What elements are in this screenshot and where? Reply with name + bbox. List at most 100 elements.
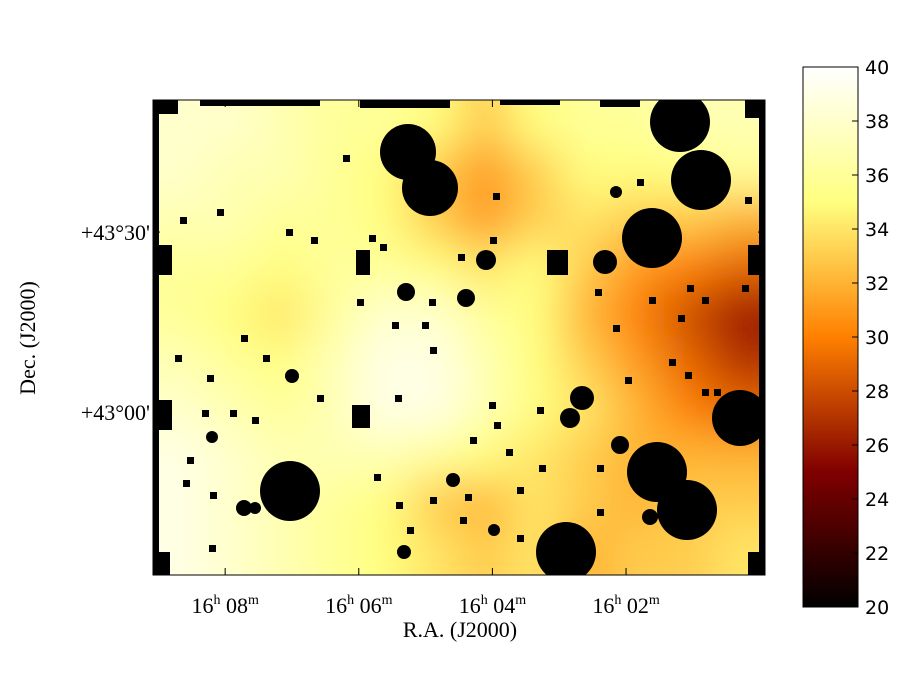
colorbar-tick-label: 36 [865,165,889,187]
x-tick-label-part: m [649,593,660,608]
x-tick-label: 16h 06m [325,593,393,618]
y-tick-label: +43°30' [81,220,150,245]
heat-cell [306,527,358,575]
x-tick-label-part: m [248,593,259,608]
heat-cell [255,527,307,575]
heat-cell [714,480,765,528]
x-tick-label-part: m [382,593,393,608]
x-tick-label-part: h [481,593,488,608]
heat-cell [612,337,664,386]
heat-cell [204,385,256,433]
heat-cell [510,195,562,243]
heat-cell [153,432,205,481]
x-tick-label-part: 08 [220,593,248,618]
heat-cell [408,385,460,433]
heat-cell [510,147,562,196]
heat-cell [510,290,562,338]
x-tick-label-part: 16 [325,593,347,618]
heat-cell [459,337,511,386]
heat-cell [204,195,256,243]
x-tick-label-part: 16 [191,593,213,618]
heat-cell [255,147,307,196]
heat-cell [510,100,562,148]
heat-cell [153,147,205,196]
source-masks [153,100,765,575]
heat-cell [663,527,715,575]
heat-cell [255,195,307,243]
x-tick-label-part: 16 [592,593,614,618]
heat-cell [714,337,765,386]
heat-cell [306,385,358,433]
heat-cell [714,290,765,338]
heat-cell [612,527,664,575]
heat-cell [510,385,562,433]
x-tick-label-part: 06 [354,593,382,618]
x-tick-label-part: h [614,593,621,608]
heat-cell [612,385,664,433]
heat-cell [459,480,511,528]
x-tick-label-part: 16 [459,593,481,618]
colorbar-tick-label: 26 [865,435,889,457]
heat-cell [357,195,409,243]
heat-cell [357,432,409,481]
heat-cell [306,290,358,338]
x-tick-label: 16h 02m [592,593,660,618]
colorbar-tick-label: 32 [865,273,889,295]
heat-cell [153,480,205,528]
heat-cell [510,432,562,481]
heat-cell [408,290,460,338]
heat-cell [153,290,205,338]
heat-cell [408,527,460,575]
colorbar-tick-label: 40 [865,57,889,79]
heat-cell [408,432,460,481]
heat-cell [408,337,460,386]
map-frame [152,99,766,576]
heat-cell [306,100,358,148]
heat-cell [255,337,307,386]
colorbar-tick-label: 28 [865,381,889,403]
y-tick-label: +43°00' [81,400,150,425]
heat-cell [561,337,613,386]
heat-cell [306,195,358,243]
heat-cell [459,100,511,148]
x-tick-label: 16h 04m [459,593,527,618]
y-axis-label: Dec. (J2000) [15,281,40,395]
heat-cell [306,432,358,481]
heat-cell [459,527,511,575]
heat-cell [255,290,307,338]
heat-cell [306,147,358,196]
heat-cell [561,480,613,528]
heat-cell [459,195,511,243]
x-tick-label: 16h 08m [191,593,259,618]
x-tick-label-part: 02 [621,593,649,618]
map [153,100,765,575]
heat-cells [153,100,765,575]
heat-cell [459,432,511,481]
heat-cell [306,337,358,386]
x-tick-label-part: 04 [488,593,516,618]
colorbar-tick-label: 20 [865,597,889,619]
heat-cell [306,242,358,291]
heat-cell [561,100,613,148]
colorbar-tick-label: 22 [865,543,889,565]
heat-cell [255,100,307,148]
colorbar-tick-label: 34 [865,219,889,241]
colorbar [802,66,859,608]
colorbar-tick-label: 30 [865,327,889,349]
colorbar-tick-label: 38 [865,111,889,133]
heat-cell [561,290,613,338]
colorbar-tick-label: 24 [865,489,889,511]
heat-cell [204,290,256,338]
heat-cell [459,385,511,433]
heat-cell [153,195,205,243]
heat-cell [561,195,613,243]
heat-cell [561,147,613,196]
x-tick-label-part: h [213,593,220,608]
heat-cell [255,242,307,291]
heat-cell [714,195,765,243]
heat-cell [357,337,409,386]
x-axis-label: R.A. (J2000) [403,617,517,642]
heat-cell [255,385,307,433]
heat-cell [561,432,613,481]
